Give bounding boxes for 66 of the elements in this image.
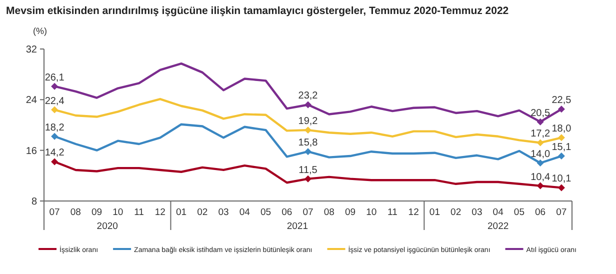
data-label: 17,2 (530, 128, 550, 140)
x-tick-label: 06 (535, 207, 546, 218)
x-tick-label: 07 (556, 207, 567, 218)
x-tick-label: 10 (112, 207, 124, 218)
text: 2020 (96, 221, 118, 232)
data-label: 18,0 (552, 124, 572, 135)
chart-title: Mevsim etkisinden arındırılmış işgücüne ilişkin tamamlayıcı göstergeler, Temmuz 2020-Temmuz 2022 (6, 5, 509, 17)
data-label: 20,5 (530, 108, 550, 119)
y-tick-label: 24 (26, 95, 38, 106)
text: 2021 (286, 221, 308, 232)
data-label: 22,4 (44, 96, 65, 107)
y-tick-label: 32 (26, 44, 38, 56)
point (536, 182, 544, 190)
y-tick-label: 8 (31, 196, 38, 208)
x-tick-label: 04 (239, 207, 250, 218)
point (536, 160, 544, 166)
data-label: 15,1 (552, 142, 572, 154)
x-tick-label: 12 (408, 207, 419, 218)
x-tick-label: 05 (514, 207, 524, 218)
point (51, 132, 58, 140)
x-tick-label: 02 (450, 207, 462, 218)
point (51, 158, 58, 166)
y-axis-title: (%) (33, 26, 47, 36)
point (304, 175, 312, 182)
data-label: 14,0 (530, 149, 550, 160)
point (558, 106, 565, 113)
x-tick-label: 07 (302, 207, 314, 218)
x-tick-label: 06 (282, 207, 292, 218)
data-label: 19,2 (298, 116, 318, 128)
point (51, 82, 58, 90)
point (558, 184, 565, 192)
x-tick-label: 07 (49, 207, 60, 218)
point (536, 118, 544, 126)
data-label: 23,2 (298, 90, 318, 102)
data-label: 11,5 (298, 164, 318, 176)
data-label: 18,2 (44, 122, 65, 134)
x-tick-label: 10 (366, 207, 377, 218)
y-tick-label: 16 (26, 146, 38, 157)
point (304, 101, 312, 108)
x-tick-label: 02 (197, 207, 208, 218)
x-tick-label: 08 (70, 207, 81, 218)
data-label: 15,8 (298, 138, 318, 149)
point (304, 148, 312, 156)
x-tick-label: 08 (324, 207, 334, 218)
x-tick-label: 12 (154, 207, 166, 218)
data-label: 14,2 (44, 148, 65, 159)
x-tick-label: 03 (218, 207, 229, 218)
x-tick-label: 11 (388, 207, 398, 218)
point (304, 126, 312, 134)
x-tick-label: 01 (176, 207, 187, 218)
x-tick-label: 09 (92, 207, 102, 218)
x-tick-label: 11 (134, 207, 144, 218)
data-label: 10,1 (552, 174, 572, 185)
data-label: 10,4 (530, 172, 550, 183)
point (51, 106, 58, 114)
x-tick-label: 03 (472, 207, 482, 218)
x-tick-label: 05 (260, 207, 272, 218)
point (558, 134, 565, 142)
x-tick-label: 04 (492, 207, 504, 218)
point (536, 139, 544, 146)
x-tick-label: 01 (429, 207, 440, 218)
data-label: 26,1 (44, 72, 65, 84)
text: 2022 (488, 221, 509, 232)
x-tick-label: 09 (344, 207, 356, 218)
data-label: 22,5 (552, 95, 572, 106)
point (558, 152, 565, 160)
